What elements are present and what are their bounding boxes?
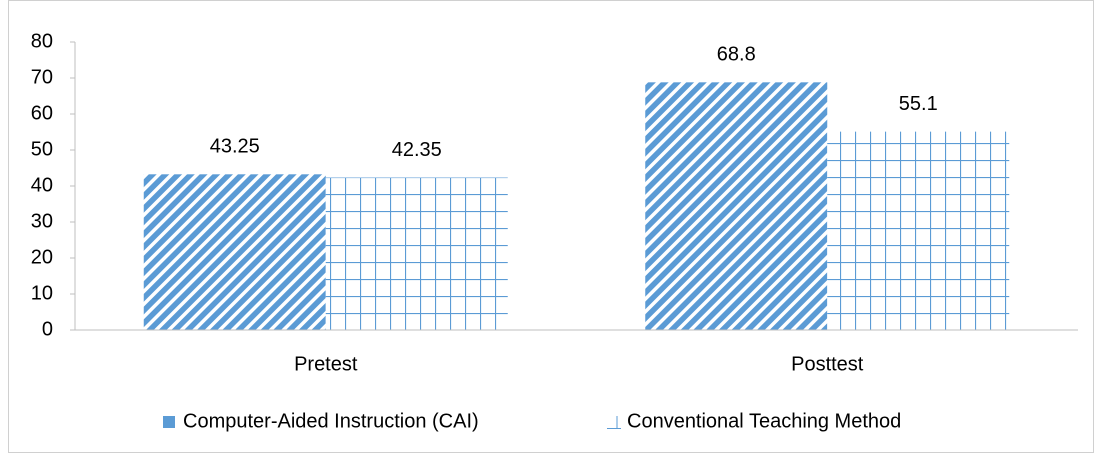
legend-label: Conventional Teaching Method: [627, 410, 901, 432]
y-tick-label: 40: [31, 174, 53, 196]
bar: [827, 131, 1010, 330]
y-tick-label: 50: [31, 138, 53, 160]
y-tick-label: 10: [31, 282, 53, 304]
bar: [645, 82, 828, 330]
x-tick-label: Pretest: [294, 353, 358, 375]
y-tick-label: 80: [31, 30, 53, 52]
y-tick-label: 60: [31, 102, 53, 124]
data-label: 68.8: [717, 44, 756, 66]
x-tick-label: Posttest: [791, 353, 864, 375]
bar: [143, 174, 326, 330]
y-tick-label: 0: [42, 318, 53, 340]
y-tick-label: 30: [31, 210, 53, 232]
y-tick-label: 20: [31, 246, 53, 268]
legend-label: Computer-Aided Instruction (CAI): [183, 410, 479, 432]
data-label: 42.35: [392, 139, 442, 161]
data-label: 55.1: [899, 93, 938, 115]
legend-swatch: [163, 416, 175, 428]
data-label: 43.25: [210, 136, 260, 158]
bar: [325, 177, 508, 330]
y-tick-label: 70: [31, 66, 53, 88]
